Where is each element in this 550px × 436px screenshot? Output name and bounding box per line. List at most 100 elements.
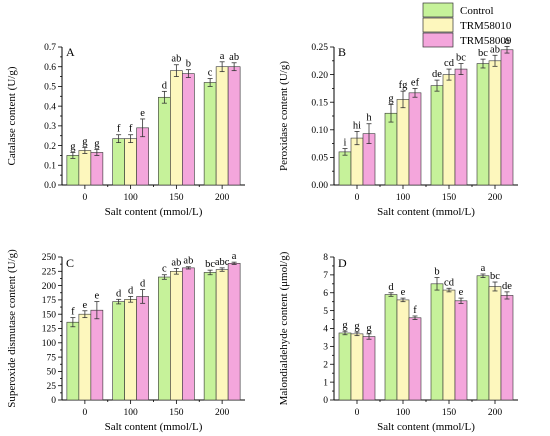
bar — [78, 150, 92, 186]
significance-label: cd — [444, 277, 455, 288]
y-axis-title: Superoxide dismutase content (U/g) — [6, 249, 18, 408]
y-tick-label: 0.15 — [311, 98, 328, 108]
bar — [338, 332, 352, 401]
bar — [338, 151, 352, 186]
y-tick-label: 150 — [42, 310, 57, 320]
significance-label: ab — [229, 52, 239, 63]
legend-label-trm58009: TRM58009 — [460, 35, 512, 47]
significance-label: ab — [490, 44, 500, 55]
x-axis-title: Salt content (mmol/L) — [377, 421, 475, 433]
legend-swatch-trm58010 — [422, 17, 454, 33]
y-tick-label: 250 — [42, 253, 57, 263]
bar — [500, 295, 514, 401]
x-tick-label: 150 — [442, 408, 457, 418]
significance-label: ab — [183, 256, 193, 267]
significance-label: de — [432, 69, 442, 80]
legend-label-control: Control — [460, 5, 494, 17]
significance-label: e — [95, 291, 100, 302]
x-tick-label: 150 — [169, 193, 184, 203]
legend-swatch-trm58009 — [422, 32, 454, 48]
significance-label: g — [94, 139, 100, 150]
significance-label: g — [70, 141, 76, 152]
bar — [408, 317, 422, 401]
significance-label: f — [117, 124, 121, 135]
y-tick-label: 5 — [323, 307, 328, 317]
y-tick-label: 0.6 — [44, 63, 56, 73]
y-tick-label: 0.10 — [311, 126, 328, 136]
significance-label: e — [83, 300, 88, 311]
bar — [500, 49, 514, 186]
panel-letter: D — [338, 256, 347, 270]
significance-label: bc — [456, 53, 466, 64]
y-tick-label: 0.05 — [311, 154, 328, 164]
y-axis-title: Peroxidase content (U/g) — [278, 61, 290, 171]
significance-label: g — [82, 137, 88, 148]
significance-label: i — [344, 138, 347, 149]
significance-label: e — [140, 108, 145, 119]
y-axis-title: Catalase content (U/g) — [6, 66, 18, 165]
significance-label: ef — [411, 77, 420, 88]
y-tick-label: 0.25 — [311, 43, 328, 53]
y-tick-label: 4 — [323, 325, 328, 335]
bar — [350, 137, 364, 186]
bar — [124, 138, 137, 186]
y-tick-label: 25 — [47, 382, 57, 392]
significance-label: abc — [215, 257, 230, 268]
panel-letter: A — [66, 45, 75, 59]
x-tick-label: 150 — [442, 193, 457, 203]
bar — [430, 283, 444, 401]
significance-label: a — [232, 251, 237, 262]
significance-label: c — [208, 68, 213, 79]
bar — [124, 299, 137, 401]
bar — [476, 63, 490, 186]
bar — [408, 92, 422, 186]
bar — [454, 68, 468, 186]
bar — [158, 276, 171, 401]
x-tick-label: 200 — [215, 408, 230, 418]
bar — [454, 300, 468, 401]
bar — [136, 296, 149, 401]
bar — [350, 333, 364, 401]
y-tick-label: 100 — [42, 339, 57, 349]
significance-label: fg — [399, 80, 408, 91]
panel-letter: C — [66, 256, 74, 270]
y-tick-label: 50 — [47, 368, 57, 378]
x-tick-label: 100 — [396, 408, 411, 418]
x-tick-label: 200 — [488, 193, 503, 203]
bar — [227, 66, 241, 186]
bar — [227, 262, 241, 401]
y-tick-label: 75 — [47, 353, 57, 363]
x-tick-label: 200 — [215, 193, 230, 203]
x-tick-label: 150 — [169, 408, 184, 418]
bar — [90, 309, 104, 401]
significance-label: g — [354, 321, 360, 332]
significance-label: g — [342, 320, 348, 331]
significance-label: a — [481, 263, 486, 274]
y-tick-label: 6 — [323, 289, 328, 299]
bar — [215, 269, 229, 401]
bar — [430, 85, 444, 186]
bar — [170, 70, 183, 186]
y-tick-label: 0 — [51, 396, 56, 406]
bar — [66, 321, 80, 401]
y-tick-label: 0.20 — [311, 71, 328, 81]
significance-label: d — [140, 279, 146, 290]
y-tick-label: 0.2 — [44, 142, 56, 152]
y-tick-label: 3 — [323, 343, 328, 353]
y-tick-label: 225 — [42, 268, 57, 278]
significance-label: hi — [353, 120, 361, 131]
x-axis-title: Salt content (mmol/L) — [377, 206, 475, 218]
y-tick-label: 0.3 — [44, 122, 56, 132]
y-tick-label: 2 — [323, 360, 328, 370]
bar — [384, 112, 398, 186]
significance-label: bc — [478, 48, 488, 59]
significance-label: f — [129, 124, 133, 135]
significance-label: d — [162, 80, 168, 91]
y-tick-label: 8 — [323, 253, 328, 263]
bar — [396, 99, 410, 186]
x-tick-label: 0 — [355, 408, 360, 418]
